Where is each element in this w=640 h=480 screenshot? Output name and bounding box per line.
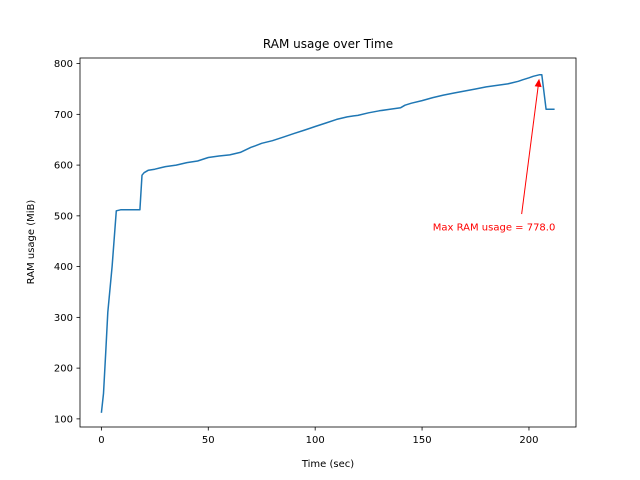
plot-frame — [79, 57, 577, 428]
axis-ticks: 0 50 100 150 200 100 200 300 400 500 600 700 800 — [54, 59, 539, 446]
x-tick-label: 200 — [519, 435, 538, 446]
y-tick-label: 200 — [54, 364, 73, 375]
y-tick-label: 600 — [54, 161, 73, 172]
max-annotation-arrowhead — [534, 78, 542, 88]
y-tick-label: 500 — [54, 211, 73, 222]
x-tick-label: 50 — [202, 435, 215, 446]
y-tick-label: 700 — [54, 110, 73, 121]
y-tick-label: 800 — [54, 59, 73, 70]
y-tick-label: 100 — [54, 414, 73, 425]
x-tick-label: 100 — [306, 435, 325, 446]
x-tick-label: 150 — [413, 435, 432, 446]
y-tick-label: 400 — [54, 262, 73, 273]
x-axis-label: Time (sec) — [301, 459, 354, 470]
y-tick-label: 300 — [54, 313, 73, 324]
series-layer — [100, 73, 555, 413]
x-tick-label: 0 — [98, 435, 104, 446]
max-annotation-label: Max RAM usage = 778.0 — [433, 223, 556, 234]
max-annotation-arrow-line — [521, 84, 539, 215]
chart-title: RAM usage over Time — [263, 37, 393, 51]
y-axis-label: RAM usage (MiB) — [26, 200, 37, 285]
ram-usage-line — [100, 73, 555, 413]
annotation-layer: Max RAM usage = 778.0 — [433, 78, 556, 234]
